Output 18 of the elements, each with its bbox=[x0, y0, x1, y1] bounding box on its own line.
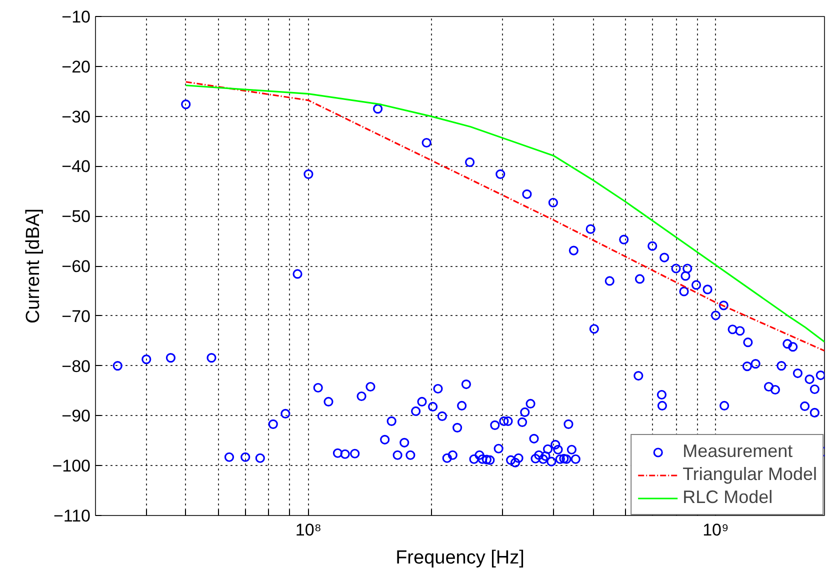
y-tick-label: −10 bbox=[62, 8, 91, 26]
legend-label: Measurement bbox=[682, 441, 793, 462]
y-tick-label: −20 bbox=[62, 57, 91, 76]
legend-label: RLC Model bbox=[682, 487, 773, 508]
y-tick-label: −90 bbox=[62, 406, 91, 426]
y-axis-title: Current [dBA] bbox=[23, 208, 44, 324]
x-tick-label: 10⁸ bbox=[295, 520, 322, 540]
y-tick-label: −70 bbox=[62, 306, 91, 326]
x-axis-title: Frequency [Hz] bbox=[396, 548, 524, 568]
y-tick-label: −50 bbox=[62, 207, 91, 226]
y-tick-label: −80 bbox=[62, 356, 91, 376]
y-tick-label: −100 bbox=[52, 456, 91, 476]
y-tick-label: −40 bbox=[62, 157, 91, 176]
legend-label: Triangular Model bbox=[682, 464, 817, 485]
x-tick-label: 10⁹ bbox=[702, 520, 729, 540]
y-tick-label: −30 bbox=[62, 107, 91, 126]
y-tick-label: −110 bbox=[53, 506, 90, 526]
y-tick-label: −60 bbox=[62, 257, 91, 276]
